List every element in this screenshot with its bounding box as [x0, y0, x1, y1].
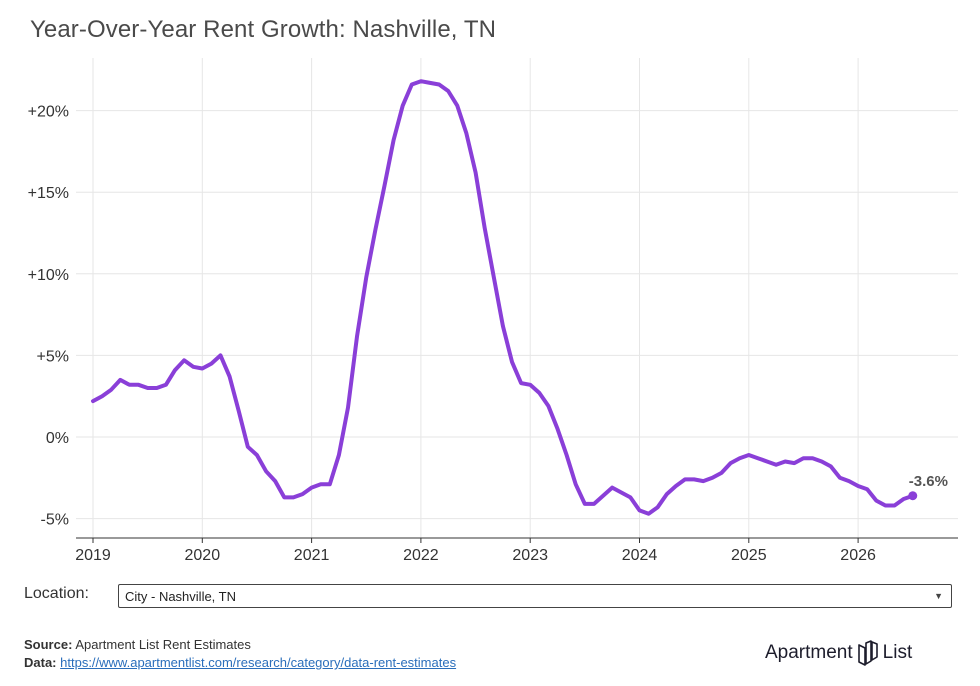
y-tick-label: -5% — [41, 512, 69, 529]
x-tick-label: 2022 — [403, 547, 439, 564]
y-tick-label: 0% — [46, 430, 69, 447]
data-link[interactable]: https://www.apartmentlist.com/research/c… — [60, 655, 457, 670]
x-tick-label: 2020 — [185, 547, 221, 564]
y-tick-labels: -5% 0% +5% +10% +15% +20% — [28, 104, 69, 529]
y-tick-label: +15% — [28, 185, 69, 202]
location-select[interactable]: City - Nashville, TN ▼ — [118, 584, 952, 608]
location-label: Location: — [24, 585, 89, 602]
latest-point-marker[interactable] — [908, 491, 918, 501]
y-tick-label: +10% — [28, 267, 69, 284]
latest-value-label: -3.6% — [909, 473, 948, 490]
logo-text-right: List — [882, 642, 913, 663]
y-tick-label: +5% — [37, 348, 69, 365]
building-logo-icon — [857, 640, 878, 666]
x-tick-label: 2019 — [75, 547, 111, 564]
y-tick-label: +20% — [28, 104, 69, 121]
source-label: Source: — [24, 637, 73, 652]
data-line: Data: https://www.apartmentlist.com/rese… — [24, 655, 456, 670]
x-tick-label: 2026 — [840, 547, 876, 564]
line-chart: -5% 0% +5% +10% +15% +20% 2019 2020 2021 2022 202… — [28, 58, 958, 564]
rent-growth-line[interactable] — [91, 79, 915, 516]
x-tick-label: 2023 — [512, 547, 548, 564]
x-tick-label: 2024 — [622, 547, 658, 564]
source-line: Source: Apartment List Rent Estimates — [24, 637, 251, 652]
x-tick-label: 2021 — [294, 547, 330, 564]
x-gridlines — [76, 58, 958, 543]
x-tick-labels: 2019 2020 2021 2022 2023 2024 2025 2026 — [75, 547, 876, 564]
logo-text-left: Apartment — [765, 642, 853, 663]
chart-title: Year-Over-Year Rent Growth: Nashville, T… — [30, 16, 497, 43]
location-select-value: City - Nashville, TN — [125, 588, 237, 604]
x-tick-label: 2025 — [731, 547, 767, 564]
apartment-list-logo: Apartment List — [765, 640, 912, 666]
data-label: Data: — [24, 655, 57, 670]
y-gridlines — [76, 110, 958, 520]
source-text: Apartment List Rent Estimates — [75, 637, 251, 652]
dropdown-arrow-icon[interactable]: ▼ — [934, 591, 943, 601]
